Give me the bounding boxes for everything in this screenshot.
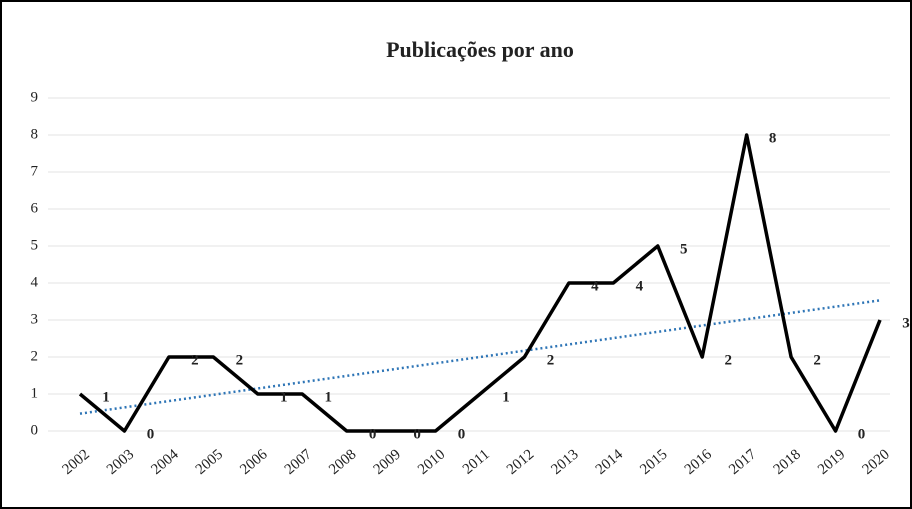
data-label: 8: [769, 130, 777, 146]
chart-title: Publicações por ano: [386, 37, 574, 62]
data-label: 0: [458, 426, 466, 442]
y-tick-label: 6: [31, 200, 39, 216]
y-tick-label: 0: [31, 422, 39, 438]
data-label: 2: [813, 352, 821, 368]
y-tick-label: 1: [31, 385, 39, 401]
data-label: 4: [591, 278, 599, 294]
data-label: 2: [236, 352, 244, 368]
data-label: 3: [902, 315, 910, 331]
data-label: 2: [547, 352, 555, 368]
data-label: 1: [102, 389, 110, 405]
y-tick-label: 5: [31, 237, 39, 253]
y-tick-label: 2: [31, 348, 39, 364]
data-label: 0: [858, 426, 866, 442]
data-label: 0: [413, 426, 421, 442]
data-label: 4: [636, 278, 644, 294]
y-tick-label: 9: [31, 89, 39, 105]
data-label: 1: [502, 389, 510, 405]
data-line: [78, 133, 882, 433]
y-tick-label: 3: [31, 311, 39, 327]
data-label: 2: [191, 352, 199, 368]
data-label: 1: [324, 389, 332, 405]
data-label: 2: [724, 352, 732, 368]
y-tick-label: 4: [31, 274, 39, 290]
data-label: 0: [147, 426, 155, 442]
data-label: 1: [280, 389, 288, 405]
y-tick-label: 8: [31, 126, 39, 142]
data-label: 5: [680, 241, 688, 257]
data-label: 0: [369, 426, 377, 442]
y-tick-label: 7: [31, 163, 39, 179]
